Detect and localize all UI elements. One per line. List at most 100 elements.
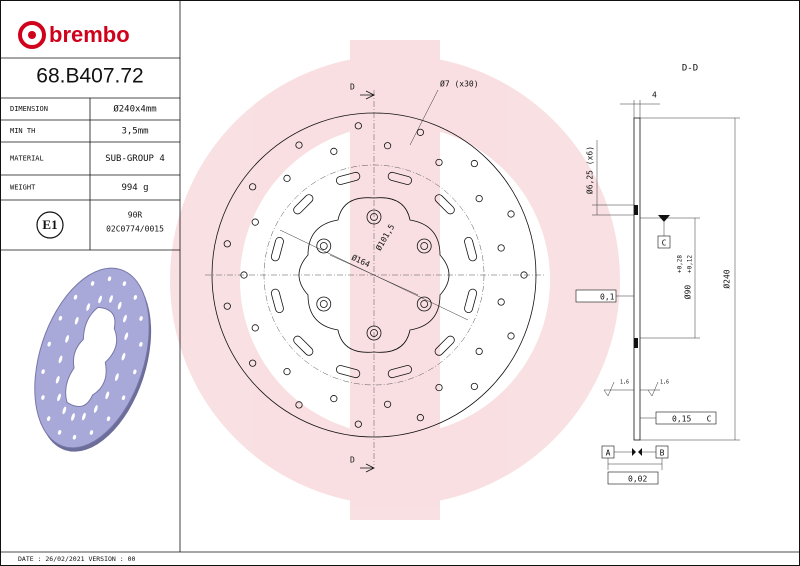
holes-label: Ø7 (x30) bbox=[440, 79, 479, 89]
spec-label: DIMENSION bbox=[10, 105, 48, 113]
render-slot bbox=[86, 303, 91, 311]
slot bbox=[464, 236, 478, 262]
center-bore: Ø90 bbox=[683, 285, 693, 300]
render-hole bbox=[73, 294, 78, 300]
render-hole bbox=[41, 369, 45, 374]
spec-value: SUB-GROUP 4 bbox=[105, 154, 165, 164]
roughness: 1,6 bbox=[620, 380, 629, 386]
render-hole bbox=[46, 416, 51, 421]
render-hole bbox=[57, 430, 62, 435]
slot bbox=[387, 171, 413, 185]
slot bbox=[387, 365, 413, 379]
datum-a: A bbox=[606, 449, 611, 458]
spec-value: 3,5mm bbox=[121, 127, 148, 137]
hole bbox=[354, 420, 362, 428]
render-slot bbox=[55, 375, 60, 384]
thickness: 4 bbox=[652, 91, 657, 100]
render-slot bbox=[58, 355, 63, 364]
parallelism: 0,02 bbox=[628, 475, 647, 484]
hole bbox=[416, 414, 424, 422]
hole bbox=[240, 271, 248, 279]
hole bbox=[416, 128, 424, 136]
hole bbox=[470, 159, 478, 168]
bolt-boss bbox=[366, 325, 382, 341]
side-view bbox=[575, 100, 740, 485]
hole bbox=[435, 158, 443, 167]
spec-value: 994 g bbox=[121, 183, 148, 193]
datum-c: C bbox=[662, 239, 667, 248]
approval-code: 90R bbox=[128, 211, 143, 220]
bolt-hole bbox=[319, 242, 328, 250]
render-hole bbox=[72, 434, 77, 440]
watermark bbox=[170, 40, 620, 520]
render-slot bbox=[65, 335, 70, 343]
render-slot bbox=[82, 412, 86, 421]
render-hole bbox=[41, 395, 45, 400]
render-slot bbox=[121, 352, 126, 361]
render-slot bbox=[93, 405, 98, 413]
render-slot bbox=[117, 301, 122, 310]
roughness: 1,6 bbox=[660, 380, 669, 386]
hole bbox=[295, 401, 303, 409]
bolt-boss bbox=[316, 238, 332, 254]
render-slot bbox=[109, 295, 113, 303]
render-hole bbox=[107, 276, 112, 282]
runout: 0,15 bbox=[672, 415, 691, 424]
brembo-logo: brembo bbox=[18, 21, 130, 49]
runout-datum: C bbox=[707, 415, 712, 424]
render-slot bbox=[123, 314, 127, 323]
render-slot bbox=[105, 391, 110, 400]
slot bbox=[335, 365, 361, 379]
hole bbox=[435, 383, 443, 392]
hole bbox=[507, 332, 515, 340]
render-hole bbox=[89, 430, 94, 435]
section-mark: D bbox=[350, 456, 355, 465]
logo-text: brembo bbox=[49, 22, 130, 47]
front-view bbox=[205, 90, 545, 465]
spec-label: WEIGHT bbox=[10, 184, 36, 192]
render-slot bbox=[124, 332, 129, 341]
slot bbox=[293, 335, 314, 356]
slot bbox=[270, 288, 284, 314]
hole bbox=[295, 141, 303, 149]
outer-dim: Ø240 bbox=[722, 269, 732, 288]
spec-label: MATERIAL bbox=[10, 155, 44, 163]
spec-value: Ø240x4mm bbox=[113, 104, 156, 115]
flatness: 0,1 bbox=[600, 293, 615, 302]
render-hole bbox=[90, 281, 95, 286]
footer: DATE : 26/02/2021 VERSION : 00 bbox=[18, 555, 135, 563]
hole bbox=[497, 298, 505, 306]
bolt-hole bbox=[319, 300, 328, 308]
bolt-boss bbox=[366, 209, 382, 225]
bolt-boss bbox=[416, 238, 432, 254]
render-hole bbox=[133, 369, 137, 375]
bolt-hole bbox=[370, 213, 378, 221]
hole bbox=[223, 240, 231, 248]
approval-number: 02C0774/0015 bbox=[106, 225, 164, 234]
tol-lower: +0,12 bbox=[687, 255, 694, 273]
render-slot bbox=[114, 373, 119, 381]
slot bbox=[434, 194, 455, 215]
hole bbox=[470, 382, 478, 391]
bolt-boss bbox=[416, 296, 432, 312]
slot bbox=[464, 288, 478, 314]
tol-upper: +0,28 bbox=[677, 255, 684, 273]
slot bbox=[434, 335, 455, 356]
hole bbox=[249, 183, 257, 191]
slot bbox=[293, 194, 314, 215]
part-number: 68.B407.72 bbox=[36, 65, 143, 88]
disc-render bbox=[34, 267, 152, 452]
render-hole bbox=[139, 316, 143, 321]
render-hole bbox=[139, 342, 143, 347]
datum-b: B bbox=[660, 449, 665, 458]
mount-holes: Ø6,25 (x6) bbox=[585, 146, 595, 194]
spec-label: MIN TH bbox=[10, 127, 35, 135]
render-hole bbox=[106, 416, 111, 422]
hole bbox=[330, 147, 338, 155]
render-slot bbox=[57, 393, 61, 402]
hole bbox=[507, 210, 515, 218]
section-title: D-D bbox=[682, 64, 698, 74]
hole bbox=[497, 244, 505, 252]
render-slot bbox=[74, 316, 79, 325]
